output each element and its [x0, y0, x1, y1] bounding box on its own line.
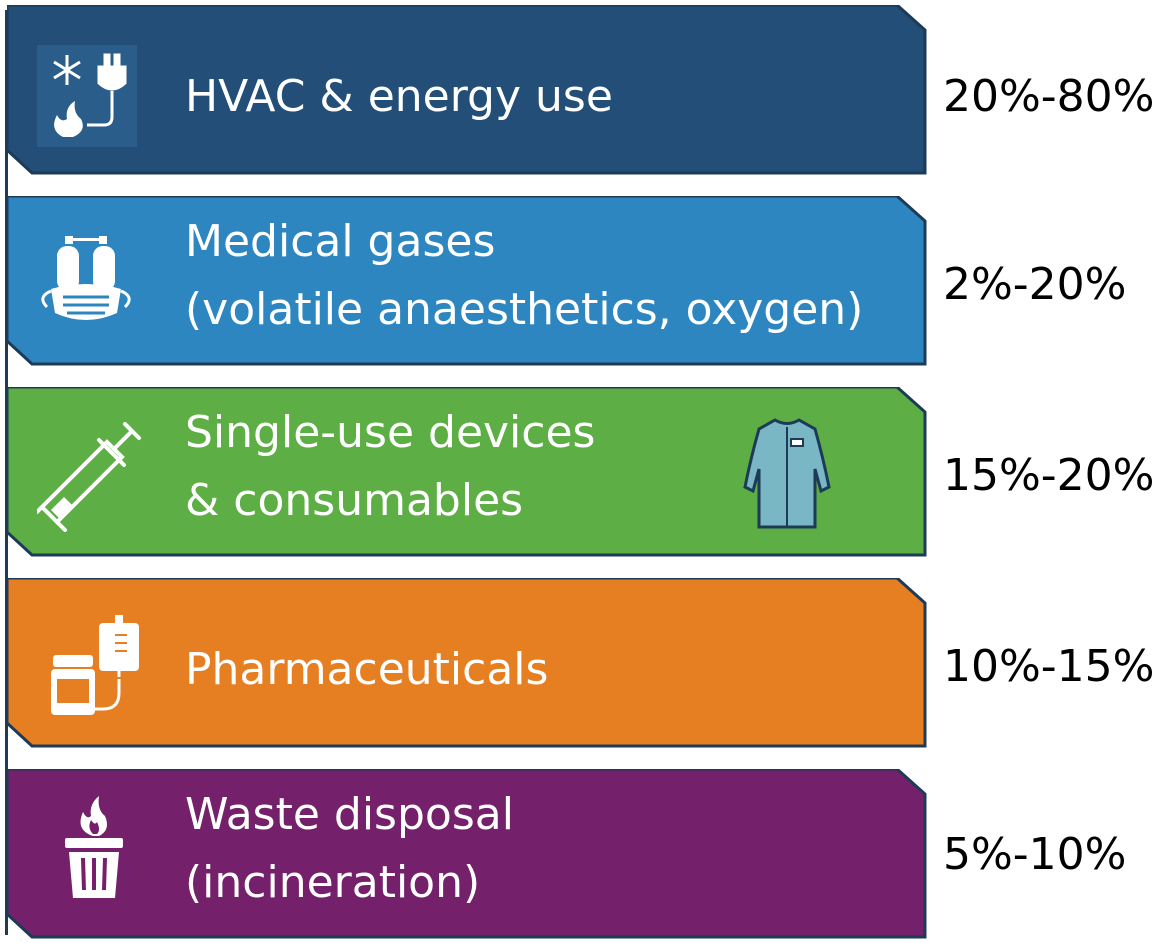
category-label: Pharmaceuticals: [185, 636, 548, 704]
label-line-2: (volatile anaesthetics, oxygen): [185, 284, 864, 335]
label-line-1: HVAC & energy use: [185, 71, 613, 122]
label-line-2: (incineration): [185, 857, 481, 908]
category-label: Waste disposal (incineration): [185, 781, 514, 917]
label-line-2: & consumables: [185, 475, 524, 526]
label-line-1: Single-use devices: [185, 407, 596, 458]
snowflake-plug-flame-icon: [37, 45, 137, 147]
burning-bin-icon: [37, 794, 147, 904]
category-band-medical-gases: Medical gases (volatile anaesthetics, ox…: [7, 196, 927, 366]
label-line-1: Waste disposal: [185, 789, 514, 840]
label-line-1: Medical gases: [185, 216, 496, 267]
category-band-single-use: Single-use devices & consumables: [7, 387, 927, 557]
band-shape: [7, 196, 927, 366]
category-band-pharmaceuticals: Pharmaceuticals: [7, 578, 927, 748]
percent-hvac: 20%-80%: [943, 71, 1155, 122]
surgical-gown-icon: [737, 417, 837, 532]
band-shape: [7, 387, 927, 557]
band-shape: [7, 769, 927, 939]
percent-pharmaceuticals: 10%-15%: [943, 641, 1155, 692]
percent-waste: 5%-10%: [943, 829, 1127, 880]
iv-bag-pill-bottle-icon: [37, 613, 147, 723]
category-label: HVAC & energy use: [185, 63, 613, 131]
percent-single-use: 15%-20%: [943, 450, 1155, 501]
category-label: Medical gases (volatile anaesthetics, ox…: [185, 208, 863, 344]
label-line-1: Pharmaceuticals: [185, 644, 549, 695]
category-band-hvac: HVAC & energy use: [7, 5, 927, 175]
category-label: Single-use devices & consumables: [185, 399, 595, 535]
category-band-waste: Waste disposal (incineration): [7, 769, 927, 939]
percent-medical-gases: 2%-20%: [943, 259, 1127, 310]
band-shape: [7, 578, 927, 748]
syringe-icon: [35, 422, 147, 532]
gas-cylinders-mask-icon: [37, 231, 147, 341]
band-shape: [7, 5, 927, 175]
